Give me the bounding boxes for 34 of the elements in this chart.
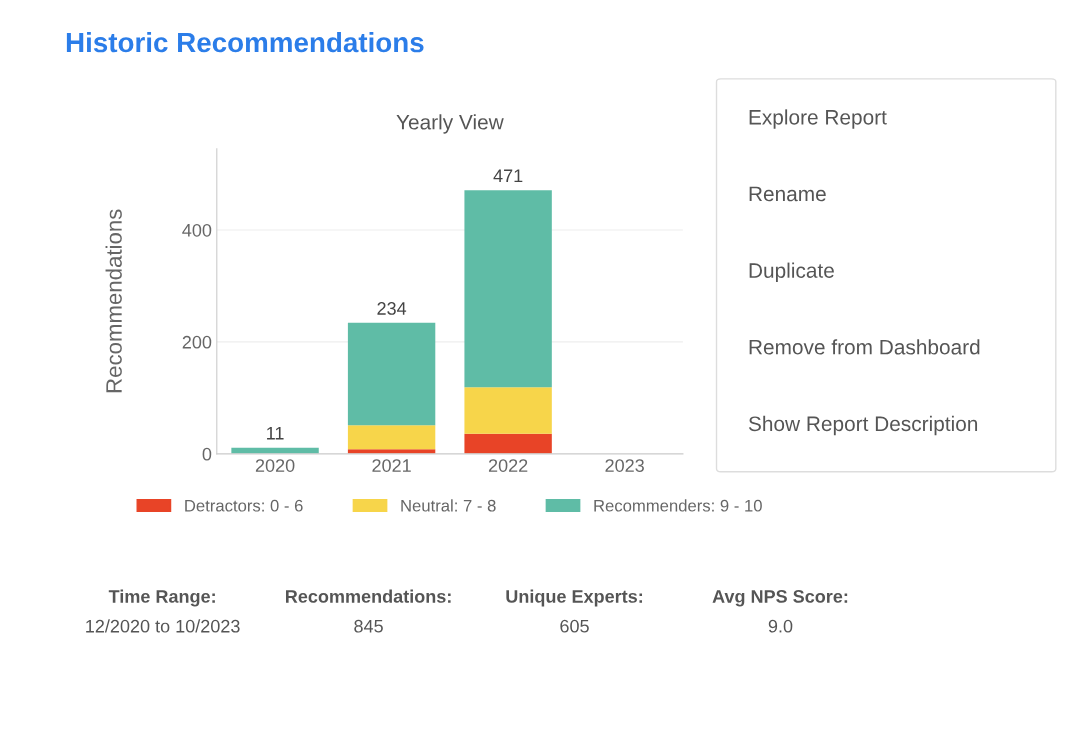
- x-tick-label: 2022: [488, 459, 528, 472]
- text: Explore Report: [749, 109, 887, 129]
- bar: [464, 190, 552, 388]
- bar: [464, 387, 552, 434]
- y-tick-label: 0: [202, 447, 212, 461]
- text: Show Report Description: [748, 415, 978, 436]
- text: 12/2020 to 10/2023: [86, 619, 240, 633]
- y-axis-title: Recommendations: [105, 209, 122, 393]
- x-tick-label: 2021: [372, 459, 411, 472]
- total-label: 11: [267, 427, 284, 440]
- y-tick-label: 400: [182, 223, 212, 237]
- x-tick-label: 2023: [605, 459, 644, 472]
- legend-label: Detractors: 0 - 6: [185, 499, 303, 512]
- total-label: 471: [493, 169, 523, 182]
- text: 845: [354, 619, 383, 633]
- text: 605: [560, 619, 589, 633]
- text: Unique Experts:: [506, 589, 643, 607]
- text: Recommendations:: [286, 589, 451, 603]
- bar: [464, 433, 552, 454]
- bar: [347, 425, 436, 450]
- text: Time Range:: [108, 589, 215, 607]
- text: Rename: [749, 186, 826, 202]
- y-tick-label: 200: [182, 335, 212, 349]
- legend-label: Neutral: 7 - 8: [401, 499, 496, 512]
- x-tick-label: 2020: [255, 459, 295, 472]
- text: Duplicate: [749, 262, 834, 283]
- total-label: 234: [377, 302, 407, 315]
- text: Remove from Dashboard: [749, 339, 980, 355]
- chart-title: Historic Recommendations: [66, 31, 424, 53]
- legend-label: Recommenders: 9 - 10: [594, 499, 762, 512]
- text: Avg NPS Score:: [712, 590, 848, 607]
- text: 9.0: [768, 619, 793, 633]
- chart-subtitle: Yearly View: [396, 114, 504, 134]
- bar: [347, 322, 436, 426]
